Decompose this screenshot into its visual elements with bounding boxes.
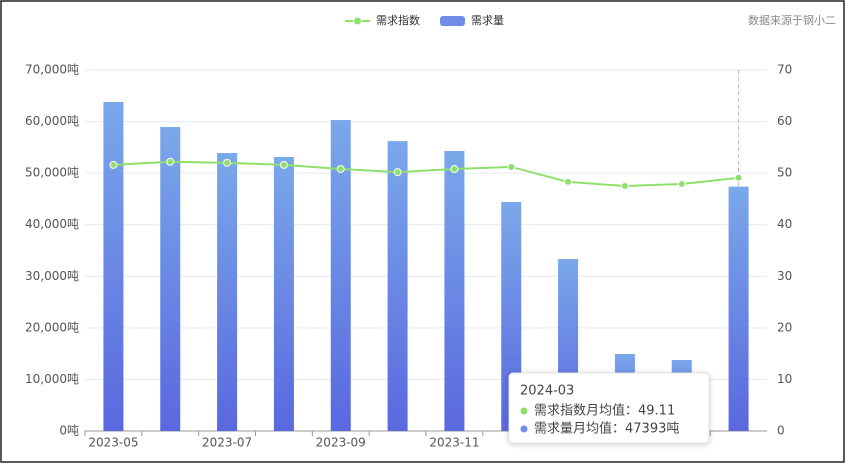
point <box>450 165 459 174</box>
line <box>113 160 739 188</box>
tooltip-dot <box>520 425 528 433</box>
x-tick-label: 2023-09 <box>316 436 366 450</box>
y2-tick-label: 20 <box>777 320 792 334</box>
bar <box>160 126 181 432</box>
y2-tick-label: 40 <box>777 217 792 231</box>
bar <box>728 186 749 431</box>
point <box>393 168 402 177</box>
y-tick-label: 30,000吨 <box>25 269 79 283</box>
y2-tick-label: 50 <box>777 166 792 180</box>
y2-tick-label: 0 <box>777 424 785 438</box>
tooltip-row: 需求量月均值：47393吨 <box>534 421 679 437</box>
point <box>166 157 175 166</box>
point <box>564 177 573 186</box>
y-tick-label: 0吨 <box>59 424 79 438</box>
source: 数据来源于钢小二 <box>748 13 836 27</box>
y-tick-label: 50,000吨 <box>25 166 79 180</box>
tooltip-box <box>508 372 710 444</box>
x-tick-label: 2023-07 <box>202 436 252 450</box>
tooltip-title: 2024-03 <box>520 384 574 399</box>
point <box>677 179 686 188</box>
y2-tick-label: 70 <box>777 63 792 77</box>
legend-label: 需求指数 <box>376 13 420 27</box>
bar <box>330 120 351 431</box>
tooltip-dot <box>520 407 528 415</box>
bar <box>217 153 238 431</box>
point <box>223 158 232 167</box>
tooltip-row: 需求指数月均值：49.11 <box>534 403 675 419</box>
y2-tick-label: 30 <box>777 269 792 283</box>
y-tick-label: 10,000吨 <box>25 372 79 386</box>
y-tick-label: 60,000吨 <box>25 114 79 128</box>
y2-tick-label: 10 <box>777 372 792 386</box>
point <box>336 165 345 174</box>
x-tick-label: 2023-05 <box>88 436 138 450</box>
y-tick-label: 70,000吨 <box>25 63 79 77</box>
point <box>620 182 629 191</box>
y-tick-label: 40,000吨 <box>25 217 79 231</box>
bar <box>103 101 124 431</box>
tooltip: 2024-03 需求指数月均值：49.11 需求量月均值：47393吨 <box>508 372 710 444</box>
legend-marker <box>440 16 465 26</box>
y2-tick-label: 60 <box>777 114 792 128</box>
point <box>279 160 288 169</box>
point <box>109 160 118 169</box>
legend-marker <box>353 16 362 26</box>
bar <box>273 157 294 431</box>
bar <box>387 141 408 431</box>
bar <box>444 150 465 431</box>
point <box>734 173 743 182</box>
point <box>507 162 516 171</box>
y-tick-label: 20,000吨 <box>25 320 79 334</box>
legend-label: 需求量 <box>471 14 504 27</box>
x-tick-label: 2023-11 <box>429 436 479 450</box>
